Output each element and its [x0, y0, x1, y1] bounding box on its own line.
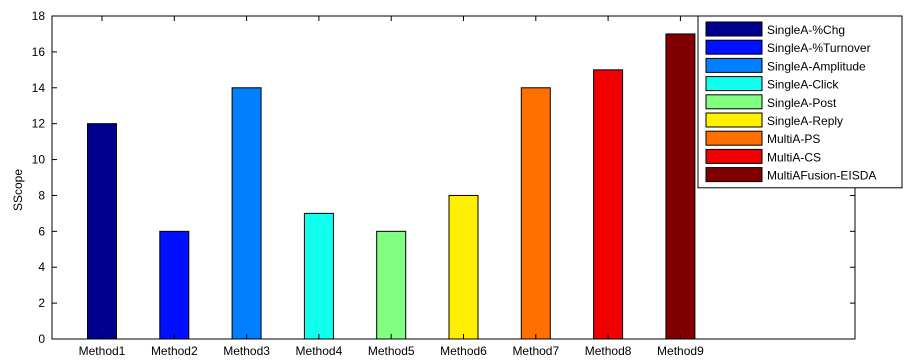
bar-method9: [665, 33, 696, 340]
y-tick-label: 12: [32, 117, 46, 131]
legend-swatch: [705, 57, 763, 73]
legend-swatch: [705, 39, 763, 55]
y-tick-label: 16: [32, 45, 46, 59]
y-axis-label: SScope: [11, 169, 25, 211]
legend-label: SingleA-Post: [767, 96, 837, 110]
legend-label: SingleA-Amplitude: [767, 59, 866, 73]
legend-label: SingleA-%Chg: [767, 23, 845, 37]
legend-label: SingleA-Click: [767, 78, 839, 92]
x-tick-label: Method4: [296, 344, 343, 358]
y-tick-label: 10: [32, 153, 46, 167]
x-tick-label: Method2: [151, 344, 198, 358]
y-tick-label: 0: [38, 332, 45, 346]
legend-swatch: [705, 112, 763, 128]
legend-swatch: [705, 167, 763, 183]
y-tick-label: 2: [38, 296, 45, 310]
bar-method8: [593, 69, 624, 340]
x-tick-label: Method3: [223, 344, 270, 358]
legend-label: MultiA-PS: [767, 132, 820, 146]
legend-swatch: [705, 21, 763, 37]
y-tick-label: 4: [38, 260, 45, 274]
y-tick-label: 18: [32, 9, 46, 23]
legend-label: SingleA-%Turnover: [767, 41, 871, 55]
x-tick-label: Method8: [585, 344, 632, 358]
legend-label: SingleA-Reply: [767, 114, 843, 128]
y-tick-label: 14: [32, 81, 46, 95]
y-tick-label: 8: [38, 188, 45, 202]
x-tick-label: Method7: [512, 344, 559, 358]
legend-swatch: [705, 76, 763, 92]
bar-method2: [159, 230, 190, 340]
bar-method4: [303, 212, 334, 340]
legend-label: MultiA-CS: [767, 150, 821, 164]
bar-method3: [231, 87, 262, 340]
legend-swatch: [705, 130, 763, 146]
legend-label: MultiAFusion-EISDA: [767, 169, 876, 183]
x-tick-label: Method5: [368, 344, 415, 358]
legend-swatch: [705, 94, 763, 110]
x-tick-label: Method9: [657, 344, 704, 358]
bar-method7: [520, 87, 551, 340]
x-tick-label: Method6: [440, 344, 487, 358]
legend: SingleA-%Chg SingleA-%Turnover SingleA-Amp…: [697, 15, 903, 189]
bar-method5: [376, 230, 407, 340]
bar-method1: [87, 123, 117, 340]
x-tick-label: Method1: [79, 344, 126, 358]
bar-method6: [448, 194, 479, 340]
y-tick-label: 6: [38, 224, 45, 238]
legend-swatch: [705, 148, 763, 164]
